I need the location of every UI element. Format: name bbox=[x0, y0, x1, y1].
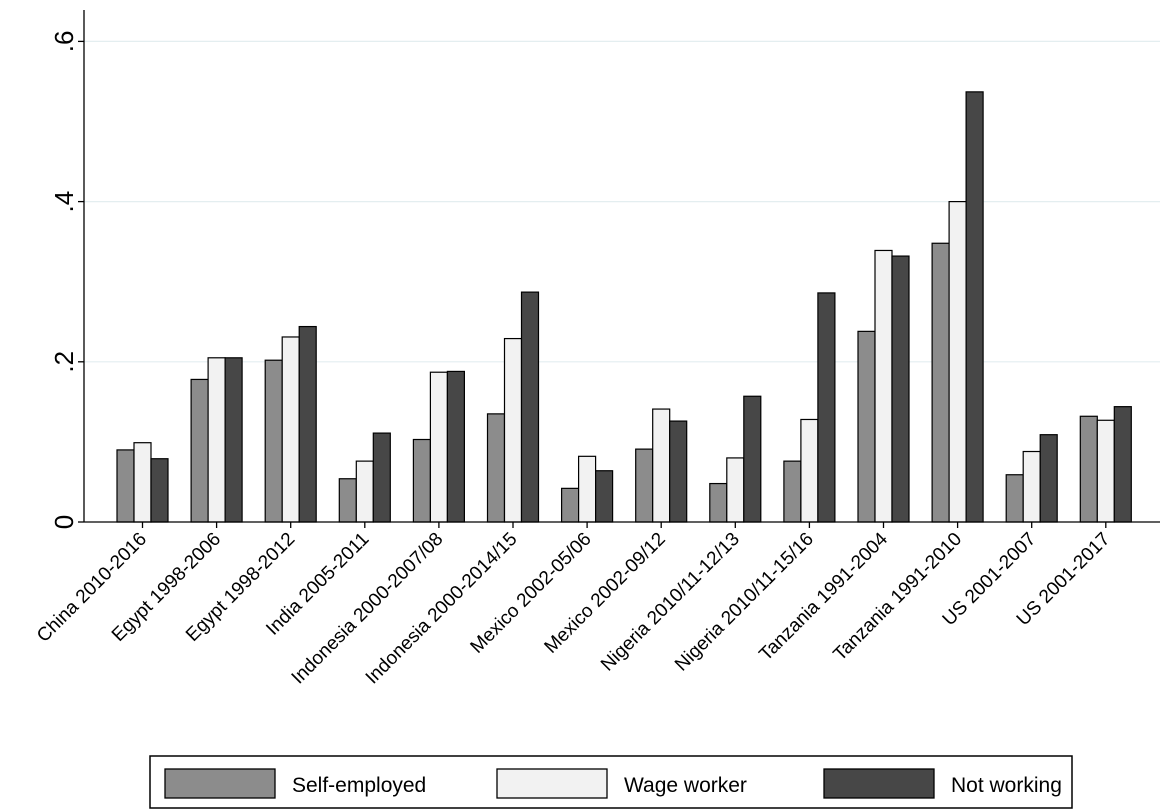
y-axis: 0 .2 .4 .6 bbox=[49, 10, 85, 529]
legend-swatch bbox=[164, 768, 276, 799]
bar bbox=[726, 457, 745, 523]
legend-swatch bbox=[823, 768, 935, 799]
x-tick-label: Mexico 2002-09/12 bbox=[541, 529, 670, 658]
x-tick-label: Indonesia 2000-2007/08 bbox=[288, 529, 448, 689]
bar bbox=[1005, 474, 1024, 523]
y-tick-label: .6 bbox=[49, 31, 79, 53]
bar bbox=[207, 357, 226, 523]
bar bbox=[486, 413, 506, 523]
gridlines bbox=[84, 40, 1160, 363]
legend-label: Not working bbox=[951, 774, 1062, 797]
legend-label: Self-employed bbox=[292, 774, 426, 797]
bar bbox=[446, 370, 465, 523]
bar bbox=[1113, 406, 1132, 523]
x-tick-label: Nigeria 2010/11-12/13 bbox=[597, 529, 744, 676]
bars bbox=[116, 91, 1132, 523]
bar bbox=[150, 458, 169, 523]
bar bbox=[577, 455, 597, 523]
y-tick-label: .2 bbox=[49, 351, 79, 373]
bar bbox=[874, 249, 893, 523]
bar bbox=[298, 325, 317, 523]
legend: Self-employed Wage worker Not working bbox=[149, 755, 1073, 809]
x-tick-label: Indonesia 2000-2014/15 bbox=[362, 529, 522, 689]
bar bbox=[800, 418, 819, 523]
bar bbox=[783, 460, 802, 523]
bar bbox=[224, 357, 243, 523]
bar bbox=[948, 201, 967, 523]
bar bbox=[891, 255, 910, 523]
bar bbox=[1096, 419, 1115, 523]
bar bbox=[190, 378, 209, 523]
x-tick-label: Mexico 2002-05/06 bbox=[467, 529, 596, 658]
bar bbox=[355, 460, 374, 523]
bar bbox=[652, 408, 671, 523]
bar bbox=[931, 242, 950, 523]
bar bbox=[503, 337, 523, 523]
bar bbox=[965, 91, 984, 523]
bar bbox=[264, 359, 283, 523]
bar bbox=[709, 482, 728, 523]
legend-swatch bbox=[496, 768, 608, 799]
bar bbox=[338, 478, 357, 523]
bar bbox=[1022, 450, 1041, 523]
bar bbox=[281, 336, 300, 523]
bar bbox=[1079, 415, 1098, 523]
y-tick-label: 0 bbox=[49, 515, 79, 529]
bar bbox=[594, 470, 614, 523]
x-tick-label: Nigeria 2010/11-15/16 bbox=[671, 529, 818, 676]
y-tick-label: .4 bbox=[49, 191, 79, 213]
bar bbox=[133, 442, 152, 523]
bar bbox=[520, 291, 540, 523]
bar bbox=[743, 395, 762, 523]
bar bbox=[635, 448, 654, 523]
bar bbox=[669, 420, 688, 523]
bar bbox=[1039, 434, 1058, 523]
legend-label: Wage worker bbox=[624, 774, 747, 797]
bar bbox=[372, 432, 391, 523]
x-tick-label: Tanzania 1991-2010 bbox=[830, 529, 967, 666]
bar bbox=[857, 330, 876, 523]
bar bbox=[429, 371, 448, 523]
bar bbox=[817, 292, 836, 523]
x-tick-label: Tanzania 1991-2004 bbox=[755, 528, 892, 665]
bar bbox=[560, 487, 580, 523]
bar bbox=[116, 449, 135, 523]
bar bbox=[412, 438, 431, 523]
